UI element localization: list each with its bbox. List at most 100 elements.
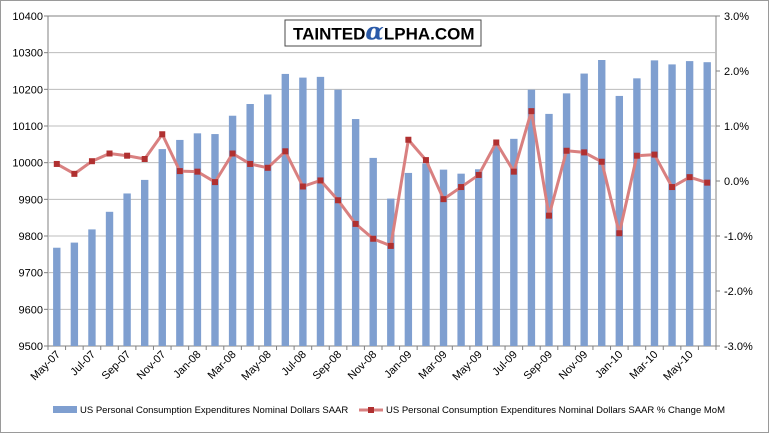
marker-Jul-08 [299, 183, 306, 190]
bar-Mar-09 [439, 169, 448, 346]
marker-Aug-08 [317, 177, 324, 184]
bar-Mar-08 [228, 115, 237, 346]
bar-Nov-09 [580, 73, 588, 347]
marker-Dec-08 [387, 242, 394, 249]
marker-May-07 [53, 160, 60, 167]
marker-Sep-09 [546, 212, 552, 219]
logo-text-tainted: TAINTED [293, 25, 365, 44]
left-axis-tick-label: 10100 [12, 121, 43, 133]
marker-Mar-10 [651, 151, 658, 158]
marker-Dec-07 [176, 168, 183, 175]
x-axis-tick-label: Sep-08 [311, 349, 345, 383]
marker-Aug-09 [528, 108, 535, 115]
legend-label-bar: US Personal Consumption Expenditures Nom… [80, 405, 348, 416]
marker-Sep-07 [124, 152, 131, 159]
x-axis-tick-label: May-08 [239, 349, 273, 383]
x-axis-tick-label: Jul-08 [279, 349, 309, 379]
left-axis-tick-label: 10300 [12, 48, 43, 60]
x-axis-tick-label: Jan-08 [171, 349, 203, 381]
bar-Feb-08 [211, 134, 219, 346]
bar-May-10 [685, 61, 694, 346]
marker-May-08 [264, 164, 271, 171]
bar-Jan-08 [193, 133, 202, 346]
bar-May-07 [53, 247, 61, 346]
x-axis-tick-label: Sep-07 [100, 349, 134, 383]
bar-Jan-10 [615, 95, 624, 346]
marker-May-09 [475, 171, 482, 178]
marker-Apr-08 [247, 160, 254, 167]
bar-Nov-07 [158, 149, 166, 346]
x-axis-tick-label: Nov-09 [557, 349, 591, 383]
marker-Jun-07 [71, 170, 78, 177]
legend: US Personal Consumption Expenditures Nom… [53, 405, 725, 416]
x-axis-tick-label: May-10 [661, 349, 695, 383]
bar-May-09 [474, 169, 483, 346]
left-axis-tick-label: 9900 [19, 194, 43, 206]
marker-Aug-07 [106, 150, 113, 157]
bar-Sep-07 [123, 193, 131, 346]
marker-Dec-09 [598, 158, 605, 165]
left-axis-tick-label: 9700 [19, 268, 43, 280]
marker-Jan-08 [194, 168, 201, 175]
bar-Nov-08 [369, 157, 377, 346]
marker-Jun-10 [704, 179, 711, 186]
logo-alpha-glyph: α [365, 17, 383, 46]
right-axis-tick-label: 3.0% [724, 11, 749, 23]
left-axis-tick-label: 10000 [12, 158, 43, 170]
left-axis-tick-label: 9800 [19, 231, 43, 243]
bar-Mar-10 [650, 60, 659, 346]
x-axis-tick-label: Jan-10 [593, 349, 625, 381]
marker-Nov-07 [159, 131, 166, 138]
right-axis-tick-label: 2.0% [724, 66, 749, 78]
right-axis-tick-label: -2.0% [724, 286, 753, 298]
marker-Sep-08 [335, 197, 342, 204]
right-axis-tick-label: -1.0% [724, 231, 753, 243]
bar-Dec-08 [387, 198, 395, 346]
x-axis-tick-label: Nov-07 [135, 349, 169, 383]
marker-Jul-09 [510, 168, 517, 175]
x-axis-tick-label: Mar-10 [627, 349, 660, 382]
bar-Jun-10 [703, 62, 711, 346]
bar-Dec-09 [598, 60, 606, 346]
marker-Nov-08 [370, 235, 377, 242]
right-axis-tick-label: 0.0% [724, 176, 749, 188]
marker-Mar-08 [229, 150, 236, 157]
legend-label-line: US Personal Consumption Expenditures Nom… [386, 405, 725, 416]
marker-Apr-09 [458, 184, 465, 191]
bar-Dec-07 [176, 139, 184, 346]
marker-May-10 [686, 174, 693, 181]
marker-Jun-08 [282, 148, 289, 155]
marker-Nov-09 [581, 149, 588, 156]
marker-Feb-09 [422, 157, 429, 164]
x-axis-tick-label: Sep-09 [522, 349, 556, 383]
bar-Jan-09 [404, 172, 413, 346]
right-axis-tick-label: 1.0% [724, 121, 749, 133]
x-axis-tick-label: May-07 [28, 349, 62, 383]
bar-Aug-09 [527, 89, 536, 346]
bar-Oct-09 [562, 93, 571, 346]
left-axis-tick-label: 9500 [19, 341, 43, 353]
bar-Jul-09 [510, 138, 518, 346]
line-series [53, 108, 711, 249]
x-axis-tick-label: Mar-09 [417, 349, 450, 382]
legend-swatch-marker [368, 407, 374, 413]
svg-text:TAINTEDαLPHA.COM: TAINTEDαLPHA.COM [293, 17, 475, 46]
x-axis-tick-label: Mar-08 [206, 349, 239, 382]
left-axis-tick-label: 10400 [12, 11, 43, 23]
bar-Jul-07 [88, 229, 96, 346]
legend-swatch-bar [53, 406, 77, 413]
bar-series [53, 60, 711, 347]
marker-Apr-10 [669, 184, 676, 191]
marker-Jan-10 [616, 230, 623, 237]
marker-Jun-09 [493, 139, 500, 146]
marker-Jul-07 [88, 158, 95, 165]
bar-Sep-08 [334, 89, 342, 346]
x-axis-tick-label: Jan-09 [382, 349, 414, 381]
bar-Jun-07 [70, 242, 79, 346]
bar-Jul-08 [299, 77, 307, 346]
x-axis-tick-label: Nov-08 [346, 349, 380, 383]
bar-Sep-09 [545, 113, 553, 347]
left-axis-tick-label: 9600 [19, 304, 43, 316]
x-axis-tick-label: Jul-07 [68, 349, 98, 379]
